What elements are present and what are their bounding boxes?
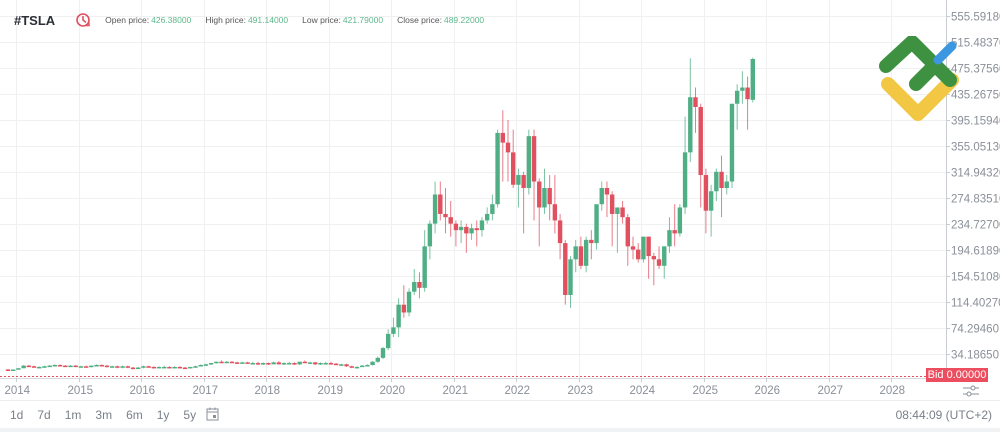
price-chart[interactable]: 555.59180 515.48370 475.37560 435.26750 395.… xyxy=(0,0,1000,400)
x-tick-label: 2028 xyxy=(880,385,906,397)
y-tick-label: 234.72700 xyxy=(951,220,1000,232)
y-tick-label: 355.05130 xyxy=(951,142,1000,154)
timeframe-5y-button[interactable]: 5y xyxy=(183,408,197,422)
chart-header: #TSLA Open price: 426.38000 High price: 49… xyxy=(14,10,498,30)
x-tick-label: 2024 xyxy=(630,385,656,397)
low-price-value: 421.79000 xyxy=(342,15,384,25)
x-tick-label: 2014 xyxy=(5,385,31,397)
y-axis[interactable]: 555.59180 515.48370 475.37560 435.26750 395.… xyxy=(946,12,1000,362)
y-tick-label: 74.29460 xyxy=(951,324,999,336)
calendar-icon[interactable] xyxy=(206,407,219,424)
timeframe-3m-button[interactable]: 3m xyxy=(95,408,113,422)
open-price: Open price: 426.38000 xyxy=(105,15,191,25)
x-axis[interactable]: 2014 2015 2016 2017 2018 2019 2020 2021 2022 2023… xyxy=(5,378,906,397)
high-price-label: High price: xyxy=(205,15,246,25)
close-price-value: 489.22000 xyxy=(443,15,485,25)
chart-settings-icon[interactable] xyxy=(962,384,980,398)
open-price-value: 426.38000 xyxy=(151,15,192,25)
x-tick-label: 2021 xyxy=(443,385,469,397)
x-tick-label: 2026 xyxy=(755,385,781,397)
timeframe-6m-button[interactable]: 6m xyxy=(126,408,143,422)
timeframe-1y-button[interactable]: 1y xyxy=(156,408,170,422)
low-price-label: Low price: xyxy=(302,15,341,25)
low-price: Low price: 421.79000 xyxy=(302,15,383,25)
y-tick-label: 555.59180 xyxy=(951,12,1000,24)
bottom-strip xyxy=(0,428,1000,432)
x-tick-label: 2019 xyxy=(318,385,344,397)
x-tick-label: 2027 xyxy=(818,385,844,397)
y-tick-label: 34.18650 xyxy=(951,350,999,362)
timeframe-7d-button[interactable]: 7d xyxy=(37,408,51,422)
y-tick-label: 435.26750 xyxy=(951,90,1000,102)
y-tick-label: 314.94320 xyxy=(951,168,1000,180)
x-tick-label: 2015 xyxy=(68,385,94,397)
high-price-value: 491.14000 xyxy=(247,15,289,25)
x-tick-label: 2016 xyxy=(130,385,156,397)
high-price: High price: 491.14000 xyxy=(205,15,288,25)
open-price-label: Open price: xyxy=(105,15,150,25)
x-tick-label: 2025 xyxy=(693,385,719,397)
x-tick-label: 2018 xyxy=(255,385,281,397)
clock-history-icon[interactable] xyxy=(75,12,91,28)
symbol-label: #TSLA xyxy=(14,12,56,28)
grid-lines xyxy=(0,0,946,378)
timeframe-1d-button[interactable]: 1d xyxy=(10,408,24,422)
x-tick-label: 2020 xyxy=(380,385,406,397)
x-tick-label: 2022 xyxy=(505,385,531,397)
bid-price-tag: Bid 0.00000 xyxy=(926,368,988,382)
server-clock: 08:44:09 (UTC+2) xyxy=(895,408,992,422)
y-tick-label: 194.61890 xyxy=(951,246,1000,258)
timeframe-toolbar: 1d 7d 1m 3m 6m 1y 5y 08:44:09 (UTC+2) xyxy=(0,400,1000,429)
close-price-label: Close price: xyxy=(397,15,442,25)
y-tick-label: 154.51080 xyxy=(951,272,1000,284)
close-price: Close price: 489.22000 xyxy=(397,15,484,25)
y-tick-label: 515.48370 xyxy=(951,38,1000,50)
y-tick-label: 114.40270 xyxy=(951,298,1000,310)
candlestick-series xyxy=(5,57,755,372)
x-tick-label: 2023 xyxy=(568,385,594,397)
timeframe-1m-button[interactable]: 1m xyxy=(64,408,82,422)
x-tick-label: 2017 xyxy=(193,385,219,397)
y-tick-label: 475.37560 xyxy=(951,64,1000,76)
y-tick-label: 395.15940 xyxy=(951,116,1000,128)
brand-logo-icon xyxy=(879,36,959,121)
y-tick-label: 274.83510 xyxy=(951,194,1000,206)
